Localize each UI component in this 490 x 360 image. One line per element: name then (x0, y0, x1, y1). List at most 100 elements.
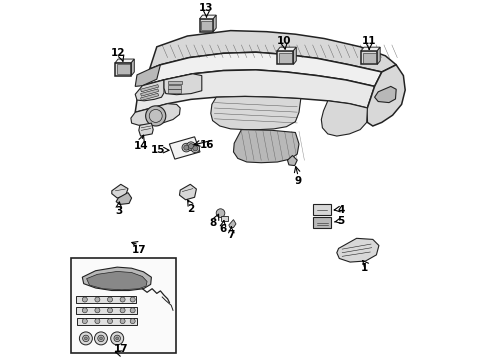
Bar (313, 217, 331, 228)
Polygon shape (143, 52, 382, 86)
Polygon shape (337, 238, 379, 262)
Polygon shape (277, 47, 296, 51)
Polygon shape (139, 123, 153, 136)
Circle shape (111, 332, 123, 345)
Bar (363, 53, 375, 63)
Text: 17: 17 (131, 245, 146, 255)
Circle shape (216, 209, 225, 217)
Circle shape (149, 109, 162, 122)
Circle shape (130, 319, 135, 324)
Circle shape (107, 297, 113, 302)
Polygon shape (141, 93, 159, 100)
Text: 1: 1 (361, 263, 368, 273)
Bar (314, 204, 331, 215)
Polygon shape (321, 101, 368, 136)
Polygon shape (141, 85, 159, 92)
Bar (277, 51, 294, 64)
Polygon shape (135, 70, 374, 112)
Polygon shape (149, 31, 396, 72)
Polygon shape (82, 267, 151, 291)
Polygon shape (87, 271, 147, 290)
Text: 2: 2 (187, 204, 194, 215)
Bar (76, 318, 137, 325)
Circle shape (191, 144, 199, 153)
Polygon shape (211, 96, 301, 130)
Circle shape (95, 297, 100, 302)
Circle shape (187, 142, 196, 150)
Circle shape (79, 332, 92, 345)
Circle shape (99, 337, 102, 340)
Text: 9: 9 (294, 176, 302, 186)
Text: 7: 7 (228, 230, 235, 240)
Circle shape (120, 319, 125, 324)
Bar (76, 307, 137, 314)
Bar (76, 296, 136, 303)
Text: 16: 16 (200, 140, 215, 150)
Text: 8: 8 (210, 218, 217, 228)
Polygon shape (135, 80, 164, 101)
Circle shape (120, 308, 125, 313)
Circle shape (120, 297, 125, 302)
Polygon shape (112, 184, 128, 198)
Polygon shape (131, 104, 180, 125)
Circle shape (84, 337, 87, 340)
Bar (279, 53, 292, 63)
Bar (117, 64, 130, 74)
Text: 13: 13 (199, 3, 214, 13)
Text: 17: 17 (114, 343, 128, 354)
Polygon shape (367, 65, 405, 126)
Polygon shape (294, 47, 296, 64)
Circle shape (189, 144, 194, 149)
Polygon shape (131, 59, 134, 76)
Polygon shape (288, 156, 297, 166)
Circle shape (95, 308, 100, 313)
Circle shape (107, 319, 113, 324)
Circle shape (182, 143, 191, 152)
Polygon shape (374, 86, 396, 103)
Circle shape (98, 335, 104, 342)
Circle shape (107, 308, 113, 313)
Text: 14: 14 (134, 141, 148, 151)
Circle shape (193, 146, 198, 151)
Circle shape (130, 297, 135, 302)
Circle shape (146, 106, 166, 126)
Polygon shape (377, 47, 380, 64)
Polygon shape (361, 47, 380, 51)
Bar (72, 258, 176, 353)
Circle shape (114, 335, 121, 342)
Polygon shape (168, 81, 182, 84)
Circle shape (82, 308, 87, 313)
Text: 11: 11 (362, 36, 376, 46)
Polygon shape (229, 220, 236, 228)
Polygon shape (115, 59, 134, 63)
Text: 15: 15 (150, 145, 165, 155)
Polygon shape (168, 85, 181, 89)
Bar (361, 51, 377, 64)
Polygon shape (135, 65, 160, 86)
Text: 6: 6 (220, 224, 227, 234)
Text: 10: 10 (277, 36, 291, 46)
Text: 3: 3 (115, 206, 122, 216)
Bar (199, 19, 213, 32)
Polygon shape (199, 15, 216, 19)
Circle shape (83, 335, 89, 342)
Circle shape (116, 337, 119, 340)
Polygon shape (116, 193, 132, 204)
Polygon shape (170, 137, 200, 159)
Circle shape (130, 308, 135, 313)
Text: 12: 12 (111, 48, 125, 58)
Polygon shape (233, 130, 299, 163)
Circle shape (95, 332, 107, 345)
Circle shape (82, 297, 87, 302)
Bar (115, 63, 131, 76)
Circle shape (82, 319, 87, 324)
Polygon shape (164, 74, 202, 95)
Polygon shape (213, 15, 216, 32)
Circle shape (184, 145, 189, 150)
Polygon shape (168, 89, 180, 93)
Polygon shape (141, 89, 159, 96)
Circle shape (95, 319, 100, 324)
Bar (220, 216, 228, 221)
Text: 5: 5 (337, 216, 344, 226)
Text: 4: 4 (337, 204, 344, 215)
